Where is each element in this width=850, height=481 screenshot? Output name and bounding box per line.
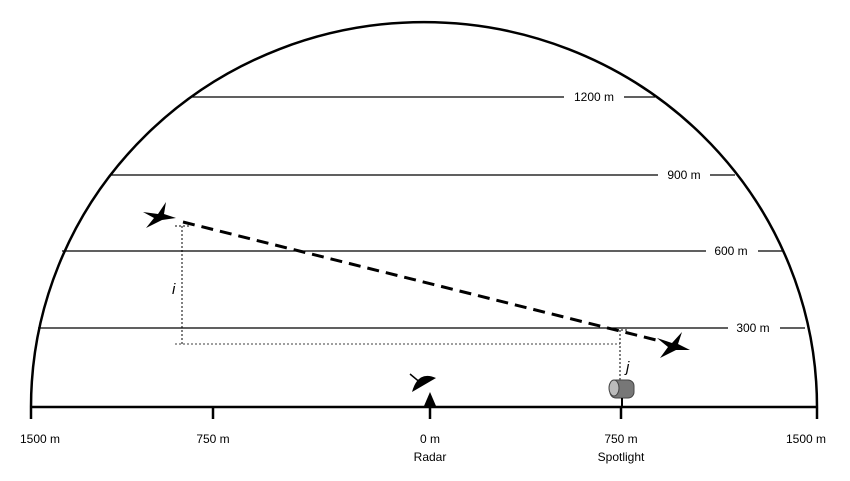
altitude-label: 900 m (667, 168, 700, 182)
label-bg (564, 89, 624, 105)
variable-label: j (624, 359, 630, 376)
altitude-label: 300 m (736, 321, 769, 335)
ground-label: 750 m (604, 432, 637, 446)
label-bg (706, 243, 758, 259)
variable-label: i (172, 281, 176, 298)
ground-label: 1500 m (786, 432, 826, 446)
ground-sublabel: Radar (414, 450, 447, 464)
ground-label: 750 m (196, 432, 229, 446)
altitude-label: 1200 m (574, 90, 614, 104)
label-bg (658, 167, 710, 183)
label-bg (728, 320, 780, 336)
ground-sublabel: Spotlight (598, 450, 645, 464)
ground-axis (29, 405, 819, 419)
bird-icon (657, 332, 690, 358)
dome (29, 20, 819, 408)
altitude-lines (38, 96, 805, 329)
flight-path (182, 220, 661, 343)
bird-icon (143, 202, 176, 228)
ground-label: 1500 m (20, 432, 60, 446)
spotlight-icon (608, 379, 635, 406)
radar-icon (409, 373, 436, 406)
measure-lines (175, 225, 627, 382)
altitude-label: 600 m (714, 244, 747, 258)
ground-label: 0 m (420, 432, 440, 446)
